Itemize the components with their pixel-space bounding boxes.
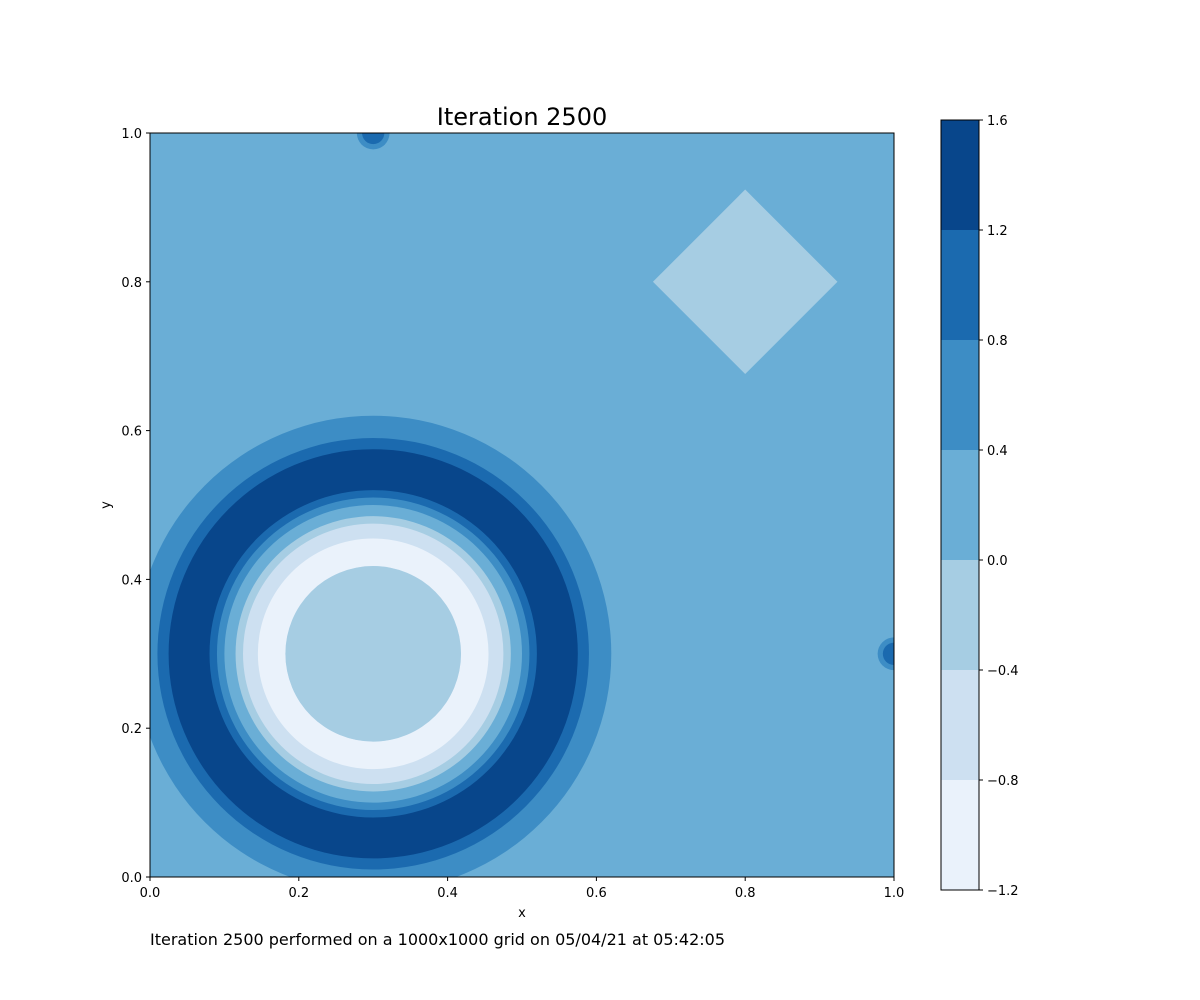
x-tick-label-4: 0.8 bbox=[735, 886, 756, 901]
contour-band-1-1 bbox=[362, 133, 385, 145]
chart-title: Iteration 2500 bbox=[437, 103, 608, 131]
colorbar-swatch-5 bbox=[941, 230, 979, 340]
y-tick-label-5: 1.0 bbox=[121, 127, 142, 142]
colorbar-tick-label-0: −1.2 bbox=[987, 884, 1019, 899]
y-axis-label: y bbox=[99, 501, 114, 509]
colorbar-swatch-1 bbox=[941, 670, 979, 780]
x-tick-label-5: 1.0 bbox=[884, 886, 905, 901]
y-tick-label-4: 0.8 bbox=[121, 276, 142, 291]
figure-caption: Iteration 2500 performed on a 1000x1000 … bbox=[150, 930, 726, 949]
colorbar-swatch-6 bbox=[941, 120, 979, 230]
contour-diamond-3 bbox=[652, 189, 838, 375]
colorbar-swatch-4 bbox=[941, 340, 979, 450]
x-tick-label-3: 0.6 bbox=[586, 886, 607, 901]
colorbar-swatch-2 bbox=[941, 560, 979, 670]
colorbar-tick-label-3: 0.0 bbox=[987, 554, 1008, 569]
x-axis-label: x bbox=[518, 906, 526, 921]
colorbar-tick-label-1: −0.8 bbox=[987, 774, 1019, 789]
colorbar-swatch-0 bbox=[941, 780, 979, 890]
plot-frame bbox=[149, 132, 895, 878]
colorbar-tick-label-2: −0.4 bbox=[987, 664, 1019, 679]
colorbar: −1.2 −0.8 −0.4 0.0 0.4 0.8 1.2 1.6 bbox=[940, 114, 1019, 899]
y-tick-label-2: 0.4 bbox=[121, 573, 142, 588]
contour-plot-area bbox=[150, 133, 894, 877]
colorbar-frame bbox=[940, 119, 980, 891]
x-tick-label-2: 0.4 bbox=[437, 886, 458, 901]
y-axis: 0.0 0.2 0.4 0.6 0.8 1.0 bbox=[121, 127, 150, 886]
y-tick-label-1: 0.2 bbox=[121, 722, 142, 737]
x-tick-label-0: 0.0 bbox=[140, 886, 161, 901]
contour-band-0-10 bbox=[285, 566, 461, 742]
x-axis: 0.0 0.2 0.4 0.6 0.8 1.0 bbox=[140, 877, 905, 901]
colorbar-tick-label-6: 1.2 bbox=[987, 224, 1008, 239]
colorbar-swatch-3 bbox=[941, 450, 979, 560]
contour-band-2-1 bbox=[882, 642, 894, 665]
y-tick-label-3: 0.6 bbox=[121, 425, 142, 440]
colorbar-tick-label-5: 0.8 bbox=[987, 334, 1008, 349]
y-tick-label-0: 0.0 bbox=[121, 871, 142, 886]
colorbar-tick-label-4: 0.4 bbox=[987, 444, 1008, 459]
x-tick-label-1: 0.2 bbox=[288, 886, 309, 901]
colorbar-tick-label-7: 1.6 bbox=[987, 114, 1008, 129]
